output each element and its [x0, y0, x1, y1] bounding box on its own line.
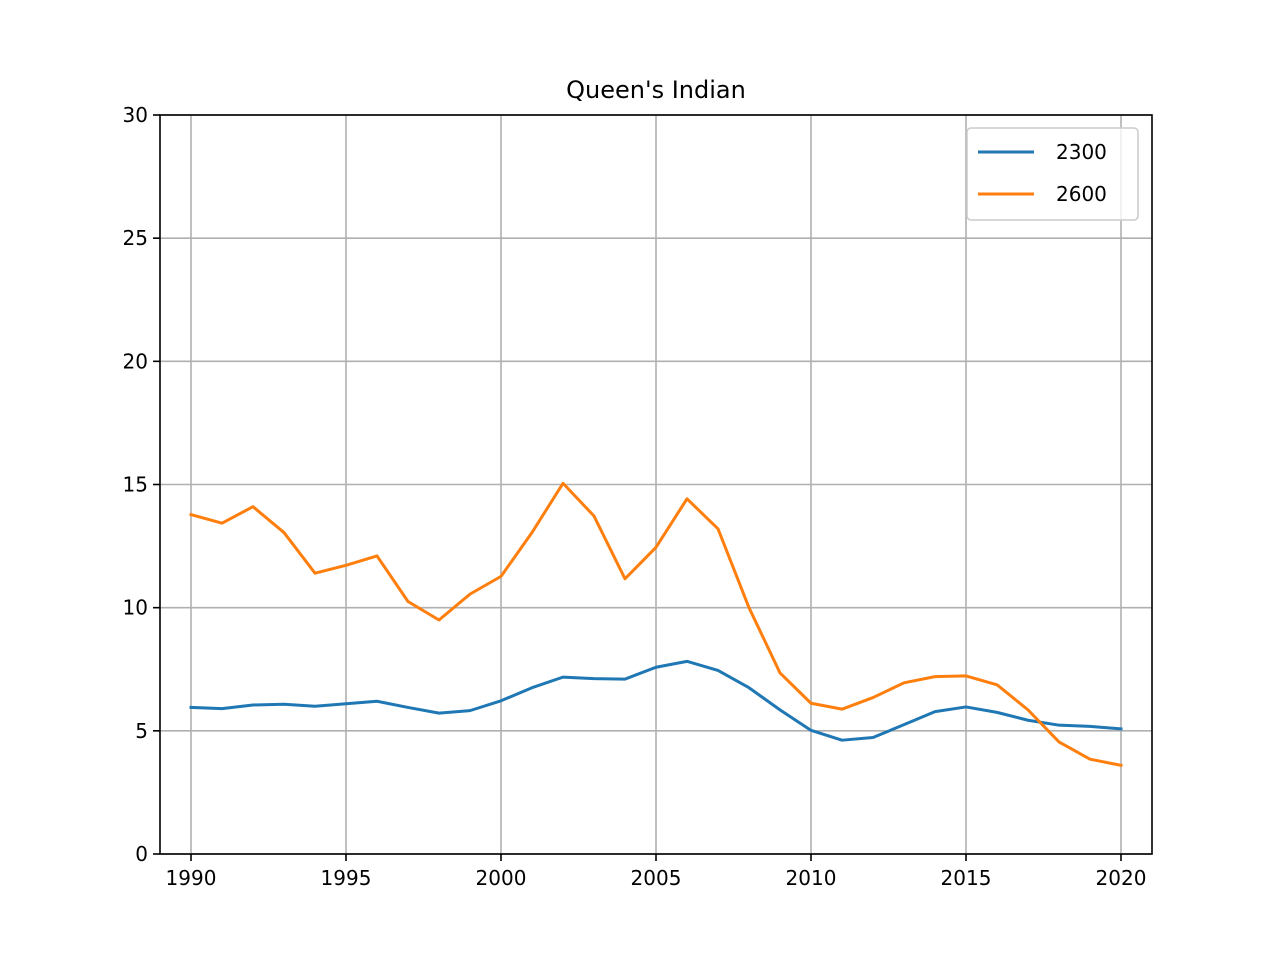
- x-tick-label: 2005: [631, 866, 682, 890]
- legend-label-2600: 2600: [1056, 182, 1107, 206]
- y-tick-label: 5: [135, 719, 148, 743]
- y-tick-label: 10: [123, 596, 148, 620]
- y-tick-label: 30: [123, 103, 148, 127]
- y-tick-label: 25: [123, 226, 148, 250]
- x-tick-label: 2010: [786, 866, 837, 890]
- x-tick-label: 2000: [476, 866, 527, 890]
- legend-label-2300: 2300: [1056, 140, 1107, 164]
- series-line-2300: [189, 659, 1123, 742]
- y-axis: 0 5 10 15 20 25 30: [123, 103, 160, 866]
- x-tick-label: 2015: [941, 866, 992, 890]
- series-lines: [189, 481, 1123, 768]
- series-line-2600: [189, 481, 1123, 768]
- x-tick-label: 1990: [166, 866, 217, 890]
- chart-title: Queen's Indian: [566, 76, 746, 104]
- y-tick-label: 15: [123, 473, 148, 497]
- legend: 2300 2600: [966, 127, 1139, 221]
- x-tick-label: 1995: [321, 866, 372, 890]
- legend-box: [966, 127, 1139, 221]
- y-tick-label: 20: [123, 349, 148, 373]
- y-tick-label: 0: [135, 842, 148, 866]
- x-tick-label: 2020: [1096, 866, 1147, 890]
- x-axis: 1990 1995 2000 2005 2010 2015 2020: [166, 854, 1147, 890]
